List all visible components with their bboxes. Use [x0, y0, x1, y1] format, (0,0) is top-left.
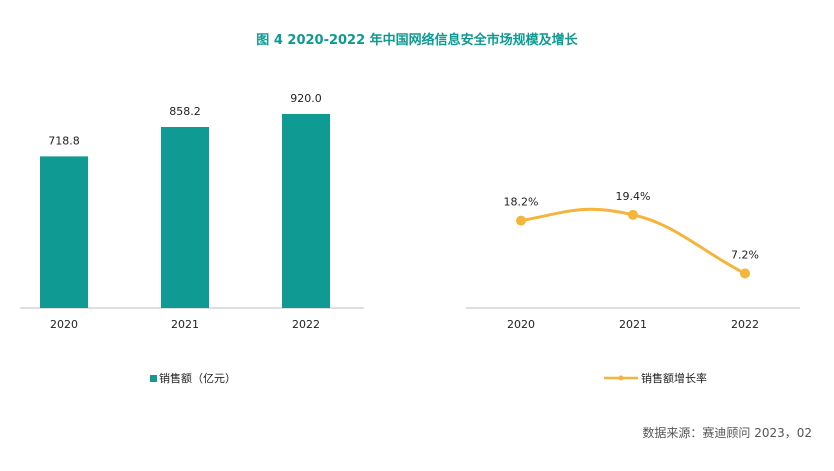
growth-value-label-2022: 7.2% — [731, 248, 759, 261]
bar-legend: 销售额（亿元） — [150, 371, 236, 385]
line-x-tick-2022: 2022 — [731, 318, 759, 331]
line-legend-marker — [618, 375, 624, 381]
growth-value-label-2021: 19.4% — [616, 190, 651, 203]
bar-x-tick-2020: 2020 — [50, 318, 78, 331]
line-legend: 销售额增长率 — [604, 371, 707, 385]
bar-legend-label: 销售额（亿元） — [159, 371, 236, 385]
line-legend-label: 销售额增长率 — [641, 371, 707, 385]
bar-2022 — [282, 113, 330, 308]
bar-legend-swatch — [150, 375, 157, 382]
growth-value-label-2020: 18.2% — [504, 196, 539, 209]
growth-point-2022 — [740, 268, 750, 279]
bar-x-tick-2022: 2022 — [292, 318, 320, 331]
bar-value-label-2022: 920.0 — [290, 92, 322, 105]
bar-value-label-2020: 718.8 — [48, 134, 80, 147]
line-chart: 18.2% 2020 19.4% 2021 7.2% 2022 — [466, 190, 800, 331]
bar-2021 — [161, 126, 209, 308]
chart-title: 图 4 2020-2022 年中国网络信息安全市场规模及增长 — [256, 32, 578, 48]
bar-x-tick-2021: 2021 — [171, 318, 199, 331]
bar-chart: 718.8 2020 858.2 2021 920.0 2022 — [20, 92, 364, 331]
line-x-tick-2020: 2020 — [507, 318, 535, 331]
source-note: 数据来源：赛迪顾问 2023，02 — [642, 425, 812, 440]
bar-2020 — [40, 156, 88, 308]
bar-value-label-2021: 858.2 — [169, 105, 201, 118]
growth-point-2020 — [516, 215, 526, 226]
growth-point-2021 — [628, 209, 638, 220]
line-x-tick-2021: 2021 — [619, 318, 647, 331]
